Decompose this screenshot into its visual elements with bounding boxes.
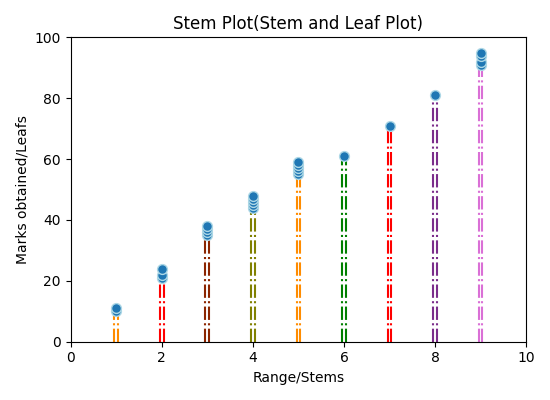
- Point: [249, 192, 257, 199]
- Point: [249, 196, 257, 202]
- Point: [203, 229, 212, 235]
- Point: [476, 58, 485, 65]
- Point: [157, 272, 166, 278]
- Point: [476, 52, 485, 59]
- Point: [294, 159, 303, 165]
- Title: Stem Plot(Stem and Leaf Plot): Stem Plot(Stem and Leaf Plot): [173, 15, 424, 33]
- Point: [249, 202, 257, 208]
- Point: [112, 305, 120, 312]
- Point: [294, 171, 303, 178]
- Point: [294, 165, 303, 172]
- Point: [294, 168, 303, 174]
- Point: [294, 162, 303, 168]
- Point: [112, 308, 120, 314]
- Point: [431, 92, 439, 98]
- Y-axis label: Marks obtained/Leafs: Marks obtained/Leafs: [15, 115, 29, 264]
- Point: [339, 153, 348, 159]
- Point: [385, 122, 394, 129]
- Point: [157, 266, 166, 272]
- Point: [203, 226, 212, 232]
- Point: [476, 62, 485, 68]
- Point: [476, 49, 485, 56]
- Point: [203, 232, 212, 238]
- Point: [203, 223, 212, 229]
- Point: [249, 198, 257, 205]
- X-axis label: Range/Stems: Range/Stems: [252, 371, 344, 385]
- Point: [249, 204, 257, 211]
- Point: [157, 275, 166, 281]
